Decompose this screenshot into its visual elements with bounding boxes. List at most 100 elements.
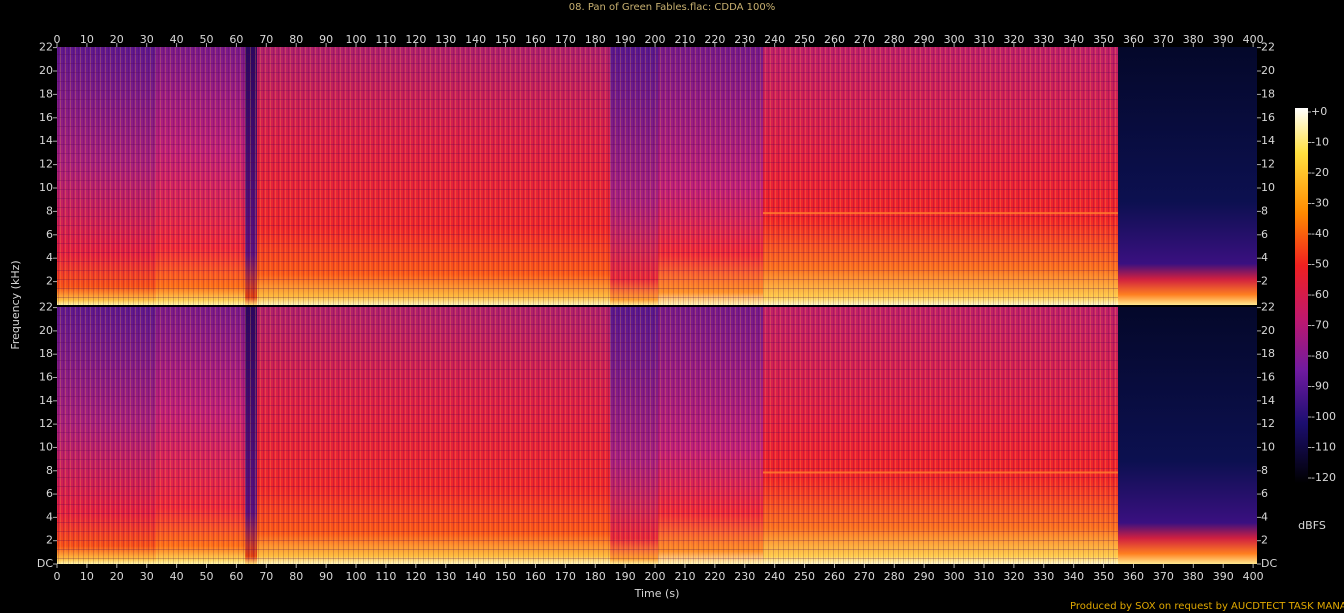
footer: Produced by SOX on request by AUCDTECT T… — [1070, 601, 1344, 612]
x-tick-label: 260 — [824, 33, 845, 46]
y-tick-label: 10 — [1261, 440, 1275, 453]
x-tick-label: 160 — [525, 33, 546, 46]
x-tick-label: 230 — [734, 33, 755, 46]
x-tick-label: 80 — [289, 570, 303, 583]
x-tick-label: 150 — [495, 33, 516, 46]
y-axis-label: Frequency (kHz) — [9, 260, 22, 349]
x-tick-label: 120 — [405, 33, 426, 46]
y-tick-label: 18 — [1261, 87, 1275, 100]
x-tick-label: 60 — [229, 570, 243, 583]
x-tick-label: 130 — [435, 570, 456, 583]
x-tick-label: 190 — [615, 33, 636, 46]
y-tick-label: 20 — [1261, 64, 1275, 77]
y-tick-label: 16 — [1261, 111, 1275, 124]
x-tick-label: 380 — [1183, 33, 1204, 46]
x-tick-label: 200 — [645, 33, 666, 46]
x-tick-label: 60 — [229, 33, 243, 46]
x-tick-label: 50 — [200, 570, 214, 583]
y-tick-label: 12 — [39, 417, 53, 430]
y-tick-label: 2 — [46, 275, 53, 288]
x-tick-label: 330 — [1033, 570, 1054, 583]
colorbar-tick-label: -10 — [1311, 136, 1329, 149]
y-tick-label: 14 — [1261, 394, 1275, 407]
x-axis-label: Time (s) — [634, 587, 680, 600]
colorbar-tick-label: -120 — [1311, 471, 1336, 484]
y-tick-label: 20 — [39, 64, 53, 77]
spectral-region — [1118, 307, 1257, 564]
y-tick-label: 14 — [1261, 134, 1275, 147]
x-tick-label: 180 — [585, 33, 606, 46]
x-tick-label: 40 — [170, 570, 184, 583]
x-tick-label: 210 — [674, 570, 695, 583]
x-tick-label: 0 — [54, 570, 61, 583]
x-tick-label: 240 — [764, 570, 785, 583]
x-tick-label: 380 — [1183, 570, 1204, 583]
x-tick-label: 20 — [110, 33, 124, 46]
x-tick-label: 370 — [1153, 570, 1174, 583]
y-tick-label: 12 — [1261, 158, 1275, 171]
channel-panel — [57, 47, 1257, 305]
y-tick-label: 10 — [39, 440, 53, 453]
x-tick-label: 250 — [794, 570, 815, 583]
texture — [57, 307, 1118, 564]
colorbar-tick-label: -40 — [1311, 227, 1329, 240]
x-tick-label: 320 — [1003, 570, 1024, 583]
y-tick-label: 14 — [39, 394, 53, 407]
x-tick-label: 370 — [1153, 33, 1174, 46]
x-tick-label: 90 — [319, 570, 333, 583]
texture — [57, 47, 1118, 305]
y-tick-label: 16 — [39, 371, 53, 384]
y-tick-label: 2 — [46, 534, 53, 547]
y-tick-label: 8 — [1261, 204, 1268, 217]
x-tick-label: 200 — [645, 570, 666, 583]
y-tick-label: 22 — [1261, 41, 1275, 54]
x-tick-label: 110 — [375, 570, 396, 583]
colorbar-tick-label: -110 — [1311, 441, 1336, 454]
x-tick-label: 290 — [914, 570, 935, 583]
x-tick-label: 290 — [914, 33, 935, 46]
x-tick-label: 10 — [80, 570, 94, 583]
spectrogram-panels — [57, 47, 1257, 564]
x-tick-label: 300 — [944, 33, 965, 46]
x-tick-label: 100 — [346, 570, 367, 583]
x-tick-label: 90 — [319, 33, 333, 46]
x-tick-label: 310 — [973, 33, 994, 46]
y-tick-label: 18 — [39, 347, 53, 360]
colorbar-tick-label: -70 — [1311, 319, 1329, 332]
y-tick-label: DC — [1261, 557, 1277, 570]
x-tick-label: 210 — [674, 33, 695, 46]
x-tick-label: 360 — [1123, 570, 1144, 583]
x-tick-label: 220 — [704, 570, 725, 583]
x-tick-label: 350 — [1093, 570, 1114, 583]
y-tick-label: 22 — [1261, 301, 1275, 314]
y-tick-label: 16 — [1261, 371, 1275, 384]
spectral-region — [1118, 47, 1257, 305]
x-tick-label: 130 — [435, 33, 456, 46]
y-tick-label: 18 — [1261, 347, 1275, 360]
y-tick-label: 4 — [46, 510, 53, 523]
x-tick-label: 260 — [824, 570, 845, 583]
y-tick-label: 18 — [39, 87, 53, 100]
x-tick-label: 20 — [110, 570, 124, 583]
y-tick-label: 6 — [46, 487, 53, 500]
x-tick-label: 150 — [495, 570, 516, 583]
x-tick-label: 300 — [944, 570, 965, 583]
y-tick-label: 16 — [39, 111, 53, 124]
colorbar-tick-label: -30 — [1311, 197, 1329, 210]
y-tick-label: 8 — [1261, 464, 1268, 477]
x-tick-label: 80 — [289, 33, 303, 46]
x-tick-label: 40 — [170, 33, 184, 46]
colorbar-tick-label: -90 — [1311, 380, 1329, 393]
x-tick-label: 30 — [140, 33, 154, 46]
harmonic-line — [763, 471, 1118, 474]
y-tick-label: 2 — [1261, 275, 1268, 288]
x-tick-label: 220 — [704, 33, 725, 46]
y-tick-label: 8 — [46, 464, 53, 477]
y-tick-label: 4 — [1261, 510, 1268, 523]
x-tick-label: 110 — [375, 33, 396, 46]
x-tick-label: 230 — [734, 570, 755, 583]
y-tick-label: 6 — [1261, 487, 1268, 500]
x-tick-label: 30 — [140, 570, 154, 583]
